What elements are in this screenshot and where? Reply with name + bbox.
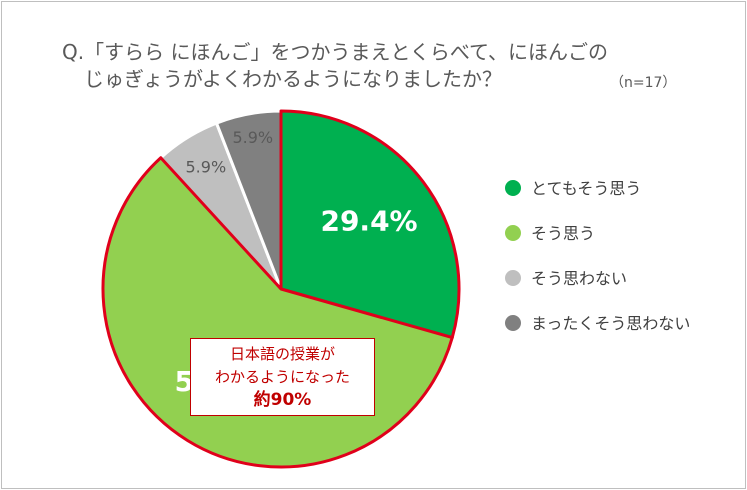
sample-size: （n=17） [610,75,677,91]
legend-label: そう思う [531,224,596,243]
legend-marker-icon [505,180,521,196]
legend-marker-icon [505,270,521,286]
legend-label: とてもそう思う [531,179,642,198]
callout-line-1: 日本語の授業が [229,345,335,363]
callout-line-2: わかるようになった [214,368,350,386]
slice-value-label: 29.4% [320,204,417,237]
slice-value-label: 5.9% [186,158,227,177]
question-title-line-2: じゅぎょうがよくわかるようになりましたか？ [84,67,502,91]
slice-value-label: 5.9% [232,128,273,147]
question-title-line-1: Q.「すらら にほんご」をつかうまえとくらべて、にほんごの [62,40,609,64]
callout-line-3: 約90% [253,390,312,410]
pie-slice-very-agree [279,109,461,340]
legend-marker-icon [505,225,521,241]
legend-label: そう思わない [531,269,628,288]
callout-box: 日本語の授業が わかるようになった 約90% [190,338,375,416]
legend-marker-icon [505,315,521,331]
legend-label: まったくそう思わない [531,314,691,333]
